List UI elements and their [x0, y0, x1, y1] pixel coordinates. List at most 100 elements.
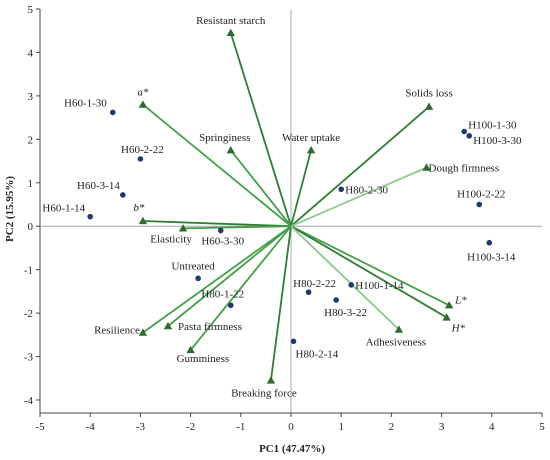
score-label: H60-3-14	[77, 180, 120, 192]
x-tick-label: 2	[389, 421, 395, 433]
loading-label: Resilience	[94, 325, 140, 337]
loading-marker	[138, 216, 148, 225]
score-point	[305, 289, 312, 296]
loading-vector	[290, 225, 448, 319]
score-point	[466, 133, 473, 139]
score-point	[195, 275, 201, 282]
loading-vector	[183, 225, 292, 230]
score-label: H60-3-30	[201, 236, 244, 248]
score-label: H100-1-30	[468, 120, 517, 132]
loading-label: Pasta firmness	[178, 321, 242, 333]
loading-marker	[226, 145, 235, 154]
loading-vector	[290, 106, 430, 227]
loading-label: Elasticity	[150, 233, 192, 245]
loading-vector	[290, 225, 450, 307]
loading-vector	[229, 32, 292, 227]
x-axis-title: PC1 (47.47%)	[259, 443, 325, 455]
score-point	[338, 186, 345, 193]
y-tick-label: 2	[28, 134, 34, 146]
y-tick-label: 5	[28, 4, 34, 16]
score-point	[476, 201, 483, 208]
score-points	[87, 109, 493, 345]
loading-label: a*	[137, 87, 149, 99]
x-tick-label: -3	[136, 421, 146, 433]
loading-marker	[424, 102, 434, 110]
loading-label: Breaking force	[231, 387, 297, 399]
score-point	[87, 213, 93, 220]
score-label: H80-2-22	[293, 278, 336, 290]
loading-label: H*	[451, 322, 466, 334]
loading-vector	[290, 166, 427, 228]
loading-label: Adhesiveness	[366, 337, 427, 349]
y-tick-label: 4	[28, 47, 34, 59]
loading-marker	[442, 313, 451, 321]
loading-vector	[230, 149, 292, 227]
score-point	[217, 227, 224, 234]
score-label: H80-3-22	[324, 307, 367, 319]
x-tick-label: 4	[489, 421, 495, 433]
loading-marker	[306, 145, 316, 154]
score-label: H60-1-14	[42, 203, 85, 215]
loading-marker	[444, 301, 454, 309]
score-label: H80-1-22	[201, 288, 244, 300]
score-point	[461, 128, 467, 135]
y-tick-label: 0	[28, 221, 34, 233]
loading-vector	[270, 226, 292, 381]
loading-label: Resistant starch	[196, 15, 266, 27]
x-tick-label: 3	[439, 421, 445, 433]
loading-marker	[138, 328, 148, 336]
loading-vectors	[138, 28, 454, 384]
loading-vector	[290, 149, 312, 227]
score-point	[348, 282, 355, 288]
score-point	[333, 297, 339, 303]
loading-label: L*	[454, 294, 467, 306]
loading-label: b*	[133, 202, 145, 214]
score-point	[137, 156, 144, 162]
y-tick-label: -3	[24, 352, 34, 364]
x-tick-label: -1	[236, 421, 245, 433]
loading-vector	[290, 225, 400, 331]
score-label: H100-3-14	[467, 252, 516, 264]
x-tick-label: -2	[186, 421, 195, 433]
loading-marker	[394, 325, 404, 333]
score-label: H80-2-14	[296, 348, 339, 360]
loading-label: Water uptake	[282, 132, 340, 144]
score-label: H60-1-30	[64, 97, 107, 109]
loading-marker	[266, 376, 276, 384]
score-label: H100-3-30	[473, 135, 522, 147]
x-tick-label: 0	[288, 421, 294, 433]
loading-label: Springiness	[199, 132, 250, 144]
loading-vector	[189, 225, 292, 351]
score-point	[290, 338, 297, 345]
loading-label: Solids loss	[405, 88, 452, 100]
x-tick-label: -4	[86, 421, 96, 433]
loading-marker	[422, 163, 431, 171]
score-label: H60-2-22	[121, 144, 164, 156]
axes: -5 -4 -3 -2 -1 0 1 2 3 4 5 -4 -3 -2 -1 0 1 2 3 4 5	[24, 4, 545, 433]
loading-label: Gumminess	[177, 353, 230, 365]
loading-vector	[142, 225, 292, 334]
score-label: H100-2-22	[457, 188, 505, 200]
x-tick-label: 1	[338, 421, 344, 433]
loading-vector	[167, 225, 292, 327]
score-label: H100-1-14	[355, 280, 404, 292]
score-point	[120, 192, 126, 198]
y-tick-label: -2	[24, 308, 33, 320]
loading-marker	[163, 321, 173, 330]
score-point	[486, 239, 493, 246]
loading-vector	[142, 103, 292, 227]
y-tick-label: 3	[28, 91, 34, 103]
x-tick-label: 5	[539, 421, 545, 433]
labels: Resistant starch a* Springiness Water uptak…	[42, 15, 522, 400]
score-label: H80-2-30	[345, 184, 388, 196]
score-label: Untreated	[171, 260, 215, 272]
score-point	[227, 302, 234, 309]
y-tick-label: -1	[24, 265, 33, 277]
y-axis-title: PC2 (15.95%)	[4, 176, 16, 242]
score-point	[109, 109, 116, 116]
loading-marker	[138, 100, 148, 108]
loading-marker	[226, 28, 235, 37]
loading-marker	[178, 224, 188, 232]
loading-label: Dough firmness	[429, 163, 500, 175]
